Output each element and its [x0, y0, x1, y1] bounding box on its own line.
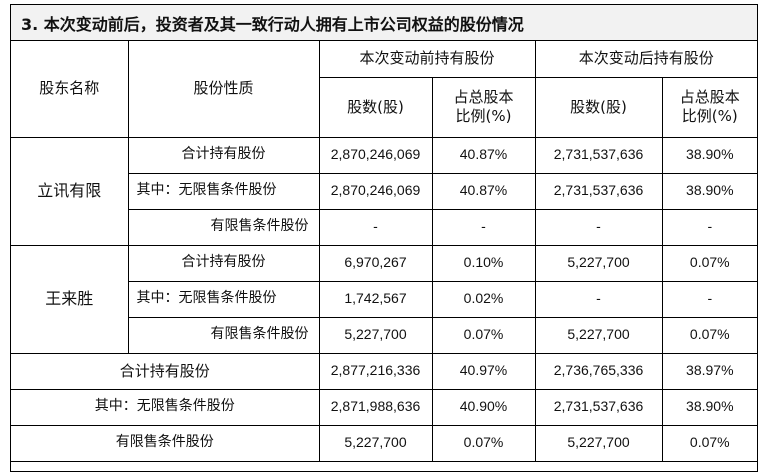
before-ratio-cell: 40.90%: [431, 388, 536, 426]
shareholding-table: 股东名称 股份性质 本次变动前持有股份 本次变动后持有股份 股数(股) 占总股本…: [11, 41, 758, 462]
total-label-cell: 有限售条件股份: [11, 424, 320, 462]
before-shares-cell: 5,227,700: [318, 316, 433, 354]
share-nature-cell: 其中：无限售条件股份: [128, 172, 320, 210]
before-shares-cell: 1,742,567: [318, 280, 433, 318]
before-shares-cell: -: [318, 208, 433, 246]
header-after-ratio-line2: 比例(%): [681, 107, 738, 125]
after-shares-cell: -: [534, 280, 663, 318]
header-share-nature: 股份性质: [127, 41, 320, 138]
header-before-ratio: 占总股本 比例(%): [431, 76, 536, 138]
before-ratio-cell: 40.87%: [431, 136, 536, 174]
header-before-shares: 股数(股): [319, 76, 433, 138]
table-row: 王来胜 合计持有股份 6,970,267 0.10% 5,227,700 0.0…: [11, 244, 758, 354]
after-ratio-cell: 38.90%: [661, 388, 758, 426]
share-nature-cell: 有限售条件股份: [128, 316, 320, 354]
before-ratio-cell: 0.02%: [431, 280, 536, 318]
after-shares-cell: 5,227,700: [534, 316, 663, 354]
share-nature-cell: 合计持有股份: [127, 136, 320, 174]
before-ratio-cell: 40.87%: [431, 172, 536, 210]
total-row: 有限售条件股份 5,227,700 0.07% 5,227,700 0.07%: [11, 424, 758, 462]
after-shares-cell: 5,227,700: [534, 424, 663, 462]
after-shares-cell: -: [534, 208, 663, 246]
after-shares-cell: 2,731,537,636: [534, 388, 663, 426]
table-row: 有限售条件股份 - - - -: [11, 208, 758, 246]
after-shares-cell: 5,227,700: [534, 244, 663, 282]
section-title: 3. 本次变动前后，投资者及其一致行动人拥有上市公司权益的股份情况: [11, 5, 757, 41]
after-ratio-cell: 0.07%: [661, 316, 758, 354]
after-ratio-cell: 38.97%: [661, 352, 758, 390]
total-label-cell: 合计持有股份: [11, 352, 320, 390]
header-after-shares: 股数(股): [534, 76, 663, 138]
header-after: 本次变动后持有股份: [534, 41, 758, 78]
after-ratio-cell: 0.07%: [661, 424, 758, 462]
after-ratio-cell: 38.90%: [661, 172, 758, 210]
after-shares-cell: 2,736,765,336: [534, 352, 663, 390]
before-ratio-cell: -: [431, 208, 536, 246]
before-shares-cell: 2,870,246,069: [318, 136, 433, 174]
share-nature-cell: 有限售条件股份: [128, 208, 320, 246]
after-ratio-cell: 0.07%: [661, 244, 758, 282]
shareholding-table-frame: 3. 本次变动前后，投资者及其一致行动人拥有上市公司权益的股份情况 股东名称 股…: [10, 4, 758, 472]
holder-name-cell: 立讯有限: [11, 136, 129, 246]
after-shares-cell: 2,731,537,636: [534, 136, 663, 174]
after-ratio-cell: -: [661, 280, 758, 318]
total-label-cell: 其中：无限售条件股份: [11, 388, 320, 426]
total-row: 合计持有股份 2,877,216,336 40.97% 2,736,765,33…: [11, 352, 758, 390]
table-row: 其中：无限售条件股份 1,742,567 0.02% - -: [11, 280, 758, 318]
header-before-ratio-line1: 占总股本: [453, 88, 514, 107]
header-row-1: 股东名称 股份性质 本次变动前持有股份 本次变动后持有股份: [11, 41, 758, 138]
after-ratio-cell: -: [661, 208, 758, 246]
share-nature-cell: 其中：无限售条件股份: [128, 280, 320, 318]
before-ratio-cell: 0.07%: [431, 316, 536, 354]
after-shares-cell: 2,731,537,636: [534, 172, 663, 210]
header-before: 本次变动前持有股份: [318, 41, 536, 78]
header-holder-name: 股东名称: [11, 41, 129, 138]
share-nature-cell: 合计持有股份: [127, 244, 320, 282]
before-ratio-cell: 0.07%: [431, 424, 536, 462]
header-before-ratio-line2: 比例(%): [455, 107, 512, 125]
total-row: 其中：无限售条件股份 2,871,988,636 40.90% 2,731,53…: [11, 388, 758, 426]
before-shares-cell: 2,877,216,336: [318, 352, 433, 390]
before-ratio-cell: 0.10%: [431, 244, 536, 282]
holder-name-cell: 王来胜: [11, 244, 129, 354]
before-ratio-cell: 40.97%: [431, 352, 536, 390]
header-after-ratio: 占总股本 比例(%): [661, 76, 758, 138]
table-row: 立讯有限 合计持有股份 2,870,246,069 40.87% 2,731,5…: [11, 136, 758, 246]
before-shares-cell: 2,871,988,636: [318, 388, 433, 426]
after-ratio-cell: 38.90%: [661, 136, 758, 174]
before-shares-cell: 5,227,700: [318, 424, 433, 462]
table-row: 其中：无限售条件股份 2,870,246,069 40.87% 2,731,53…: [11, 172, 758, 210]
before-shares-cell: 6,970,267: [318, 244, 433, 282]
header-after-ratio-line1: 占总股本: [679, 88, 740, 107]
header-row-2: 股数(股) 占总股本 比例(%) 股数(股) 占总股本 比例(%): [11, 76, 758, 138]
before-shares-cell: 2,870,246,069: [318, 172, 433, 210]
